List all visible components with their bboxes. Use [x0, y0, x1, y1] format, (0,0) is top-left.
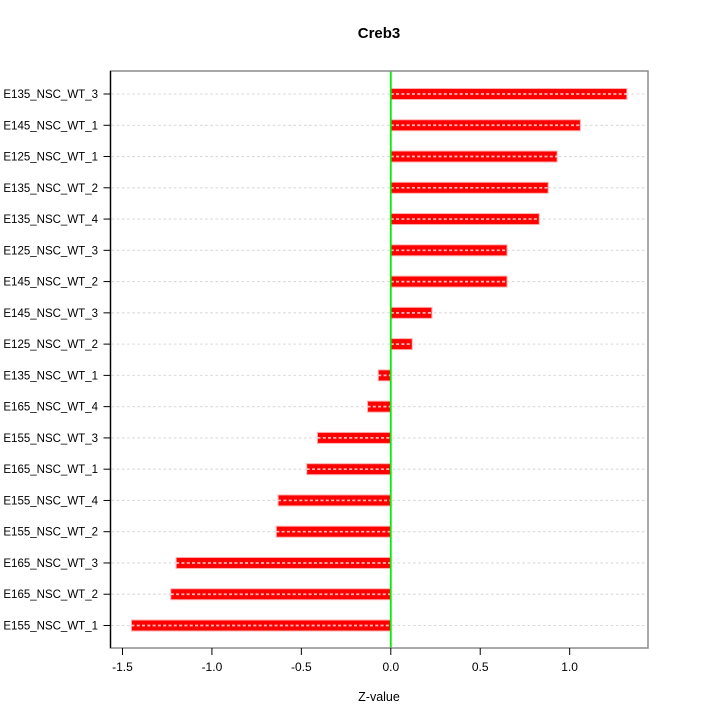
plot-area — [110, 71, 648, 648]
y-tick-label: E145_NSC_WT_3 — [3, 308, 98, 320]
y-tick-label: E155_NSC_WT_3 — [3, 433, 98, 445]
y-tick-label: E155_NSC_WT_4 — [3, 495, 98, 507]
y-tick-label: E165_NSC_WT_4 — [3, 402, 98, 414]
y-tick-label: E165_NSC_WT_3 — [3, 558, 98, 570]
y-tick-label: E135_NSC_WT_3 — [3, 89, 98, 101]
y-tick-label: E135_NSC_WT_4 — [3, 214, 98, 226]
x-tick-label: -1.0 — [202, 660, 223, 674]
x-tick-label: 1.0 — [561, 660, 578, 674]
y-tick-label: E125_NSC_WT_2 — [3, 339, 98, 351]
x-tick-label: 0.5 — [472, 660, 489, 674]
y-tick-label: E155_NSC_WT_1 — [3, 621, 98, 633]
y-tick-label: E145_NSC_WT_1 — [3, 120, 98, 132]
y-tick-label: E145_NSC_WT_2 — [3, 277, 98, 289]
chart-title: Creb3 — [358, 25, 401, 42]
y-tick-label: E135_NSC_WT_1 — [3, 370, 98, 382]
y-tick-label: E135_NSC_WT_2 — [3, 183, 98, 195]
y-tick-label: E165_NSC_WT_1 — [3, 464, 98, 476]
x-tick-label: -0.5 — [291, 660, 312, 674]
y-tick-label: E125_NSC_WT_1 — [3, 152, 98, 164]
y-tick-label: E165_NSC_WT_2 — [3, 589, 98, 601]
bar — [390, 150, 558, 163]
y-tick-label: E155_NSC_WT_2 — [3, 527, 98, 539]
chart-generated-content: E135_NSC_WT_3 E145_NSC_WT_1 E125_NSC_WT_1 E… — [3, 70, 649, 674]
x-axis-title: Z-value — [358, 690, 400, 704]
y-tick-label: E125_NSC_WT_3 — [3, 245, 98, 257]
x-tick-label: -1.5 — [112, 660, 133, 674]
x-tick-label: 0.0 — [382, 660, 399, 674]
